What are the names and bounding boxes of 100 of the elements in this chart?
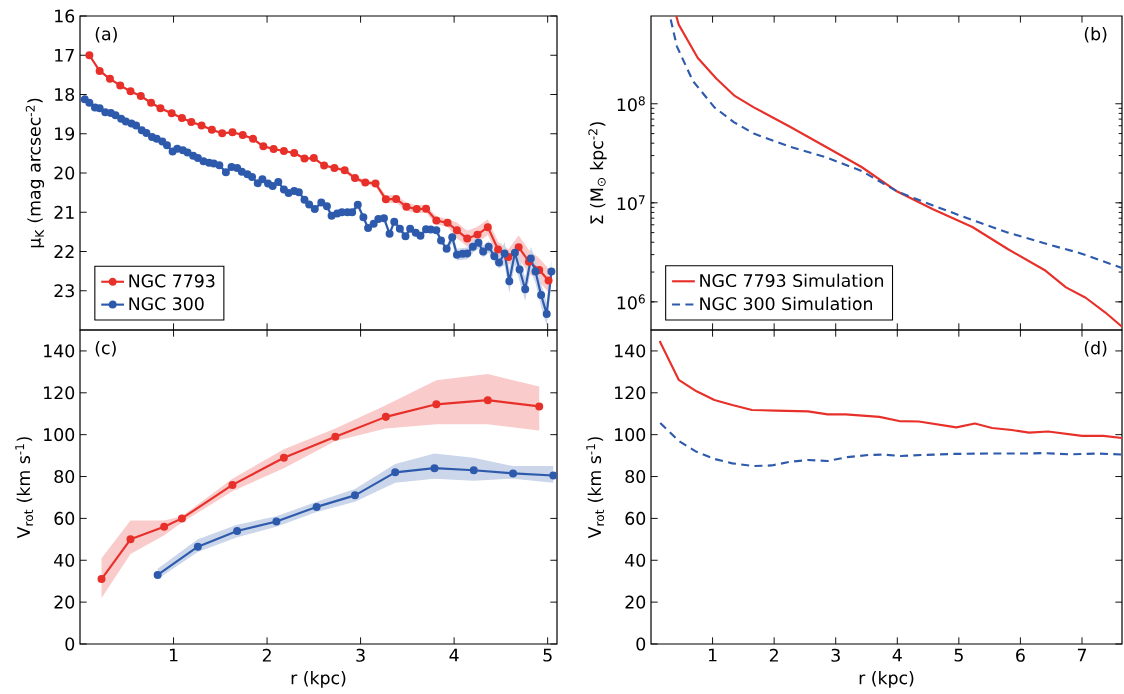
y-tick-label: 23 [54,284,74,298]
point [422,204,431,213]
point [279,453,288,462]
point [432,216,441,225]
point [156,104,165,113]
x-tick-label: 3 [831,648,840,662]
y-tick-label: 0 [65,637,75,651]
y-tick-label: 140 [44,344,75,358]
y-tick-label: 22 [54,245,74,258]
y-axis-title: μ$_{K}$ (mag arcsec$^{-2}$) [25,98,45,248]
y-tick-label: 0 [636,637,646,651]
y-tick-label: 60 [625,511,646,525]
point [136,92,145,101]
point [463,234,472,243]
y-tick-label: 18 [55,87,75,102]
y-axis-title: V$_{rot}$ (km s$^{-1}$) [15,437,34,539]
x-tick-label: 2 [769,648,778,662]
annotation: (c) [95,340,116,357]
point [147,98,156,107]
point [160,522,169,531]
point [126,87,135,96]
point [218,129,227,138]
legend-label: NGC 300 Simulation [700,296,873,311]
y-tick-label: 120 [44,386,75,400]
x-tick-label: 7 [1077,648,1087,662]
y-axis-title: Σ (M$_{⊙}$ kpc$^{-2}$) [588,122,607,224]
legend-label: NGC 7793 Simulation [700,273,884,288]
y-tick-label: 60 [54,511,75,525]
y-tick-label: 100 [44,428,75,442]
point [432,400,441,409]
y-tick-label: 10$^{6}$ [617,294,645,310]
x-axis-title: r (kpc) [859,670,914,688]
point [350,174,359,183]
x-tick-label: 5 [543,648,552,662]
y-tick-label: 40 [625,553,646,567]
point [473,230,482,239]
annotation: (d) [1084,340,1107,357]
y-tick-label: 20 [54,595,75,609]
point [259,142,268,151]
point [509,469,518,478]
y-tick-label: 40 [54,553,75,567]
point [330,163,339,172]
point [443,218,452,227]
x-tick-label: 4 [892,648,902,662]
point [167,109,176,118]
point [381,412,390,421]
point [85,51,94,60]
point [371,179,380,188]
point [391,468,400,477]
line-series [669,18,1122,270]
point [430,464,439,473]
y-tick-label: 20 [54,166,75,180]
point [320,161,329,170]
line-series [675,15,1122,328]
point [350,491,359,500]
point [483,396,492,405]
y-tick-label: 20 [625,595,646,609]
point [238,130,247,139]
point [412,205,421,214]
legend-label: NGC 300 [129,297,204,311]
x-tick-label: 1 [708,648,717,662]
point [402,202,411,211]
y-tick-label: 120 [615,386,646,400]
point [153,570,162,579]
point [272,517,281,526]
y-tick-label: 10$^{7}$ [617,195,645,211]
y-tick-label: 100 [615,428,646,442]
point [361,178,370,187]
x-tick-label: 1 [169,648,178,662]
point [279,147,288,156]
point [312,502,321,511]
x-axis-title: r (kpc) [291,670,346,688]
y-tick-label: 21 [54,205,74,219]
point [469,466,478,475]
x-tick-label: 5 [954,648,963,662]
point [494,245,503,254]
point [187,117,196,126]
x-tick-label: 2 [262,648,271,662]
point [290,148,299,157]
point [177,514,186,523]
point [228,128,237,137]
point [193,542,202,551]
x-tick-label: 6 [1016,648,1025,662]
point [249,134,258,143]
point [177,114,186,123]
point [514,243,523,252]
annotation: (b) [1084,26,1107,43]
point [392,194,401,203]
legend-label: NGC 7793 [129,274,215,288]
line-series [659,421,1122,468]
point [535,402,544,411]
point [340,166,349,175]
point [97,575,106,584]
line-series [658,340,1122,440]
annotation: (a) [95,27,117,43]
point [544,276,553,285]
y-axis-title: V$_{rot}$ (km s$^{-1}$) [586,437,605,539]
y-tick-label: 19 [55,127,75,141]
y-tick-label: 80 [625,469,646,484]
point [483,223,492,232]
